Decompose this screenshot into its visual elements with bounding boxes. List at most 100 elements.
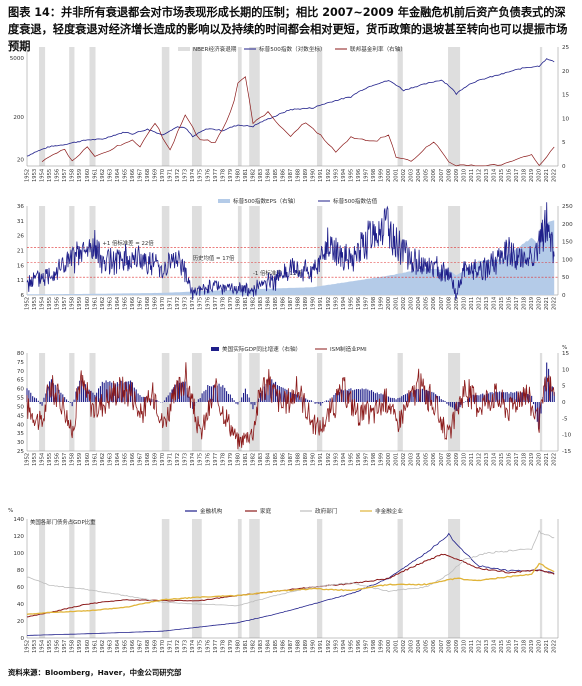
gdp-bar	[506, 392, 508, 402]
gdp-bar	[465, 401, 467, 402]
gdp-bar	[502, 392, 504, 402]
x-tick-label: 1977	[213, 297, 219, 310]
gdp-bar	[549, 377, 552, 402]
x-tick-label: 2018	[522, 640, 528, 653]
gdp-bar	[448, 402, 450, 406]
x-tick-label: 1967	[137, 453, 143, 466]
gdp-bar	[504, 392, 506, 402]
x-tick-label: 1992	[326, 297, 332, 310]
x-tick-label: 2004	[416, 452, 422, 466]
legend-label-gdp: 美国实际GDP同比增速（右轴）	[222, 345, 301, 353]
series-line-pe	[26, 202, 555, 301]
x-tick-label: 1968	[145, 640, 151, 653]
gdp-bar	[310, 400, 312, 402]
x-tick-label: 2021	[544, 169, 550, 182]
x-tick-label: 1964	[115, 296, 121, 310]
y-tick-label: 40	[17, 602, 25, 608]
x-tick-label: 1972	[175, 453, 181, 466]
x-tick-label: 1993	[333, 169, 339, 182]
x-tick-label: 2016	[507, 297, 513, 310]
series-line-corporate	[26, 562, 555, 615]
recession-band	[161, 206, 170, 295]
gdp-bar	[497, 392, 499, 402]
gdp-bar	[137, 393, 139, 402]
y-tick-label: 140	[13, 517, 24, 523]
x-tick-label: 2010	[461, 640, 467, 653]
x-tick-label: 1966	[130, 640, 136, 653]
x-tick-label: 1973	[183, 640, 189, 653]
gdp-bar	[329, 398, 331, 402]
gdp-bar	[431, 391, 433, 402]
x-tick-label: 1962	[100, 640, 106, 653]
x-tick-label: 2005	[424, 453, 430, 466]
gdp-bar	[130, 380, 132, 402]
gdp-bar	[307, 399, 309, 402]
gdp-bar	[86, 387, 88, 402]
x-tick-label: 2020	[537, 297, 543, 310]
gdp-bar	[363, 389, 365, 402]
x-tick-label: 1999	[379, 169, 385, 182]
y2-tick-label: 150	[562, 240, 573, 246]
recession-band	[316, 47, 323, 166]
x-tick-label: 2002	[401, 169, 407, 182]
gdp-bar	[450, 402, 452, 407]
x-tick-label: 1968	[145, 297, 151, 310]
x-tick-label: 1981	[243, 169, 249, 182]
gdp-bar	[401, 396, 403, 402]
recession-band	[249, 206, 260, 295]
y2-tick-label: -15	[562, 449, 572, 455]
x-tick-label: 1962	[100, 297, 106, 310]
x-tick-label: 1985	[273, 453, 279, 466]
x-tick-label: 1954	[40, 452, 46, 466]
gdp-bar	[534, 402, 536, 414]
x-tick-label: 1984	[266, 168, 272, 182]
gdp-bar	[369, 390, 371, 402]
x-tick-label: 1983	[258, 297, 264, 310]
x-tick-label: 1997	[363, 297, 369, 310]
x-tick-label: 1997	[363, 169, 369, 182]
recession-band	[316, 519, 323, 638]
gdp-bar	[440, 399, 442, 402]
x-tick-label: 1978	[220, 453, 226, 466]
gdp-bar	[222, 385, 224, 402]
gdp-bar	[429, 391, 431, 402]
x-tick-label: 2014	[491, 168, 497, 182]
gdp-bar	[158, 401, 160, 402]
x-tick-label: 1976	[205, 297, 211, 310]
y-tick-label: 80	[17, 351, 25, 357]
recession-band	[237, 47, 242, 166]
x-tick-label: 2006	[431, 640, 437, 653]
recession-band	[39, 206, 46, 295]
x-tick-label: 1986	[281, 169, 287, 182]
gdp-bar	[521, 392, 523, 402]
gdp-bar	[143, 396, 145, 402]
gdp-bar	[205, 389, 207, 402]
gdp-bar	[188, 396, 190, 402]
recession-band	[237, 519, 242, 638]
gdp-bar	[290, 392, 292, 402]
y-tick-label: 75	[17, 360, 25, 366]
x-tick-label: 1963	[107, 640, 113, 653]
gdp-bar	[423, 389, 425, 402]
x-tick-label: 1963	[107, 453, 113, 466]
x-tick-label: 2012	[476, 640, 482, 653]
gdp-bar	[382, 394, 384, 402]
gdp-bar	[410, 391, 412, 402]
legend-label-fedfunds: 联邦基金利率（右轴）	[350, 45, 406, 53]
y-axis-unit: %	[8, 508, 13, 514]
y-tick-label: 200	[13, 115, 24, 121]
x-tick-label: 1988	[296, 297, 302, 310]
gdp-bar	[84, 384, 86, 402]
x-tick-label: 1967	[137, 640, 143, 653]
recession-band	[69, 519, 75, 638]
legend-label-corporate: 非金融企业	[375, 507, 403, 515]
x-tick-label: 2005	[424, 169, 430, 182]
x-tick-label: 1975	[198, 297, 204, 310]
x-tick-label: 1986	[281, 640, 287, 653]
x-tick-label: 1981	[243, 297, 249, 310]
x-tick-label: 2018	[522, 453, 528, 466]
x-tick-label: 1956	[55, 453, 61, 466]
gdp-bar	[512, 392, 514, 402]
recession-band	[448, 47, 461, 166]
y2-tick-label: 200	[562, 222, 573, 228]
